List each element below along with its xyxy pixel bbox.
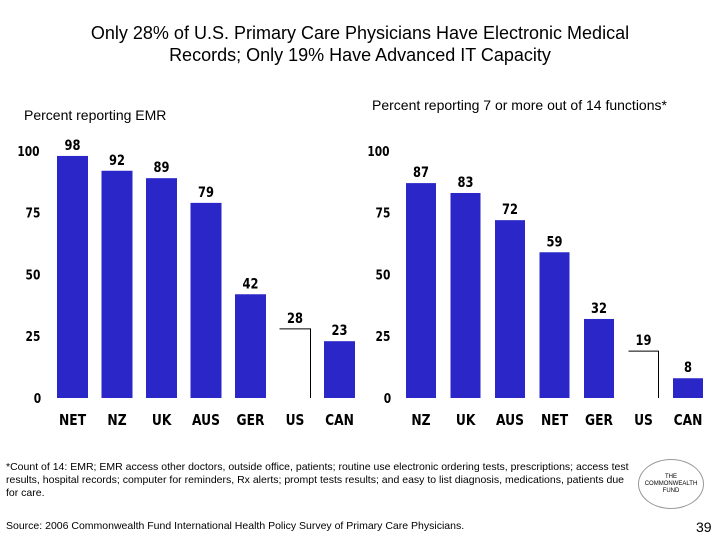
left-x-tick-label: NZ	[107, 412, 126, 429]
right-bar-ger	[584, 318, 614, 398]
left-bar-net	[57, 155, 88, 398]
right-data-label: 72	[502, 202, 518, 218]
right-chart-title: Percent reporting 7 or more out of 14 fu…	[372, 97, 667, 113]
left-data-label: 79	[198, 185, 214, 201]
right-bar-us	[628, 351, 659, 398]
left-chart: 0 25 50 75 100 98 NET 92 NZ 89 UK 79 AUS 42 GER 28 US 23 C…	[17, 138, 355, 429]
right-data-label: 19	[636, 333, 652, 349]
left-x-tick-label: UK	[152, 412, 173, 429]
left-y-tick-label: 75	[26, 206, 41, 221]
right-data-label: 87	[413, 165, 429, 181]
right-y-tick-label: 0	[384, 391, 391, 406]
logo-line-1: THE	[665, 473, 677, 480]
title-line-2: Records; Only 19% Have Advanced IT Capac…	[169, 45, 551, 65]
footnote: *Count of 14: EMR; EMR access other doct…	[6, 461, 629, 499]
logo-line-2: COMMONWEALTH	[644, 480, 698, 487]
right-bar-uk	[450, 192, 481, 398]
left-bar-ger	[235, 294, 266, 398]
right-y-tick-label: 75	[376, 206, 391, 221]
left-bar-us	[279, 328, 311, 398]
logo-line-3: FUND	[662, 487, 680, 494]
right-bar-net	[539, 252, 570, 398]
left-y-tick-label: 50	[26, 267, 41, 282]
right-y-tick-label: 50	[376, 267, 391, 282]
right-data-label: 83	[458, 175, 474, 191]
left-y-tick-label: 25	[26, 329, 41, 344]
left-x-tick-label: GER	[237, 412, 265, 429]
right-x-tick-label: GER	[585, 412, 613, 429]
left-x-tick-label: NET	[59, 412, 87, 429]
right-y-tick-label: 100	[367, 144, 389, 159]
left-data-label: 89	[154, 160, 170, 176]
right-x-tick-label: AUS	[496, 412, 524, 429]
title-line-1: Only 28% of U.S. Primary Care Physicians…	[90, 23, 630, 43]
right-x-tick-label: NZ	[411, 412, 430, 429]
left-y-tick-label: 0	[34, 391, 41, 406]
right-data-label: 59	[547, 234, 563, 250]
bar-charts: 0 25 50 75 100 98 NET 92 NZ 89 UK 79 AUS 42 GER 28 US 23 C…	[17, 138, 703, 429]
right-bar-nz	[406, 183, 436, 398]
left-data-label: 42	[243, 276, 259, 292]
left-y-tick-label: 100	[17, 144, 39, 159]
left-chart-title: Percent reporting EMR	[24, 107, 167, 123]
left-bar-uk	[146, 178, 177, 398]
right-bar-aus	[495, 220, 525, 398]
right-data-label: 8	[684, 360, 692, 376]
right-y-tick-label: 25	[376, 329, 391, 344]
left-data-label: 28	[287, 311, 303, 327]
right-x-tick-label: CAN	[674, 412, 703, 429]
left-data-label: 98	[65, 138, 81, 154]
right-data-label: 32	[591, 301, 607, 317]
left-bar-can	[324, 341, 355, 398]
right-bar-outline-us	[628, 350, 659, 398]
slide-title: Only 28% of U.S. Primary Care Physicians…	[0, 22, 720, 66]
left-bar-aus	[190, 202, 222, 398]
right-x-tick-label: NET	[541, 412, 569, 429]
left-x-tick-label: CAN	[325, 412, 354, 429]
right-x-tick-label: UK	[456, 412, 477, 429]
commonwealth-fund-logo: THE COMMONWEALTH FUND	[638, 459, 704, 509]
source-note: Source: 2006 Commonwealth Fund Internati…	[6, 520, 465, 532]
page-number: 39	[696, 519, 712, 535]
left-data-label: 92	[109, 153, 125, 169]
right-bar-can	[673, 378, 703, 398]
left-x-tick-label: US	[286, 412, 305, 429]
right-chart: 0 25 50 75 100 87 NZ 83 UK 72 AUS 59 NET 32 GER 19 US 8 CA…	[367, 144, 703, 429]
left-data-label: 23	[332, 323, 348, 339]
left-bar-outline-us	[279, 328, 311, 398]
right-x-tick-label: US	[634, 412, 653, 429]
left-x-tick-label: AUS	[192, 412, 220, 429]
left-bar-nz	[101, 170, 133, 398]
